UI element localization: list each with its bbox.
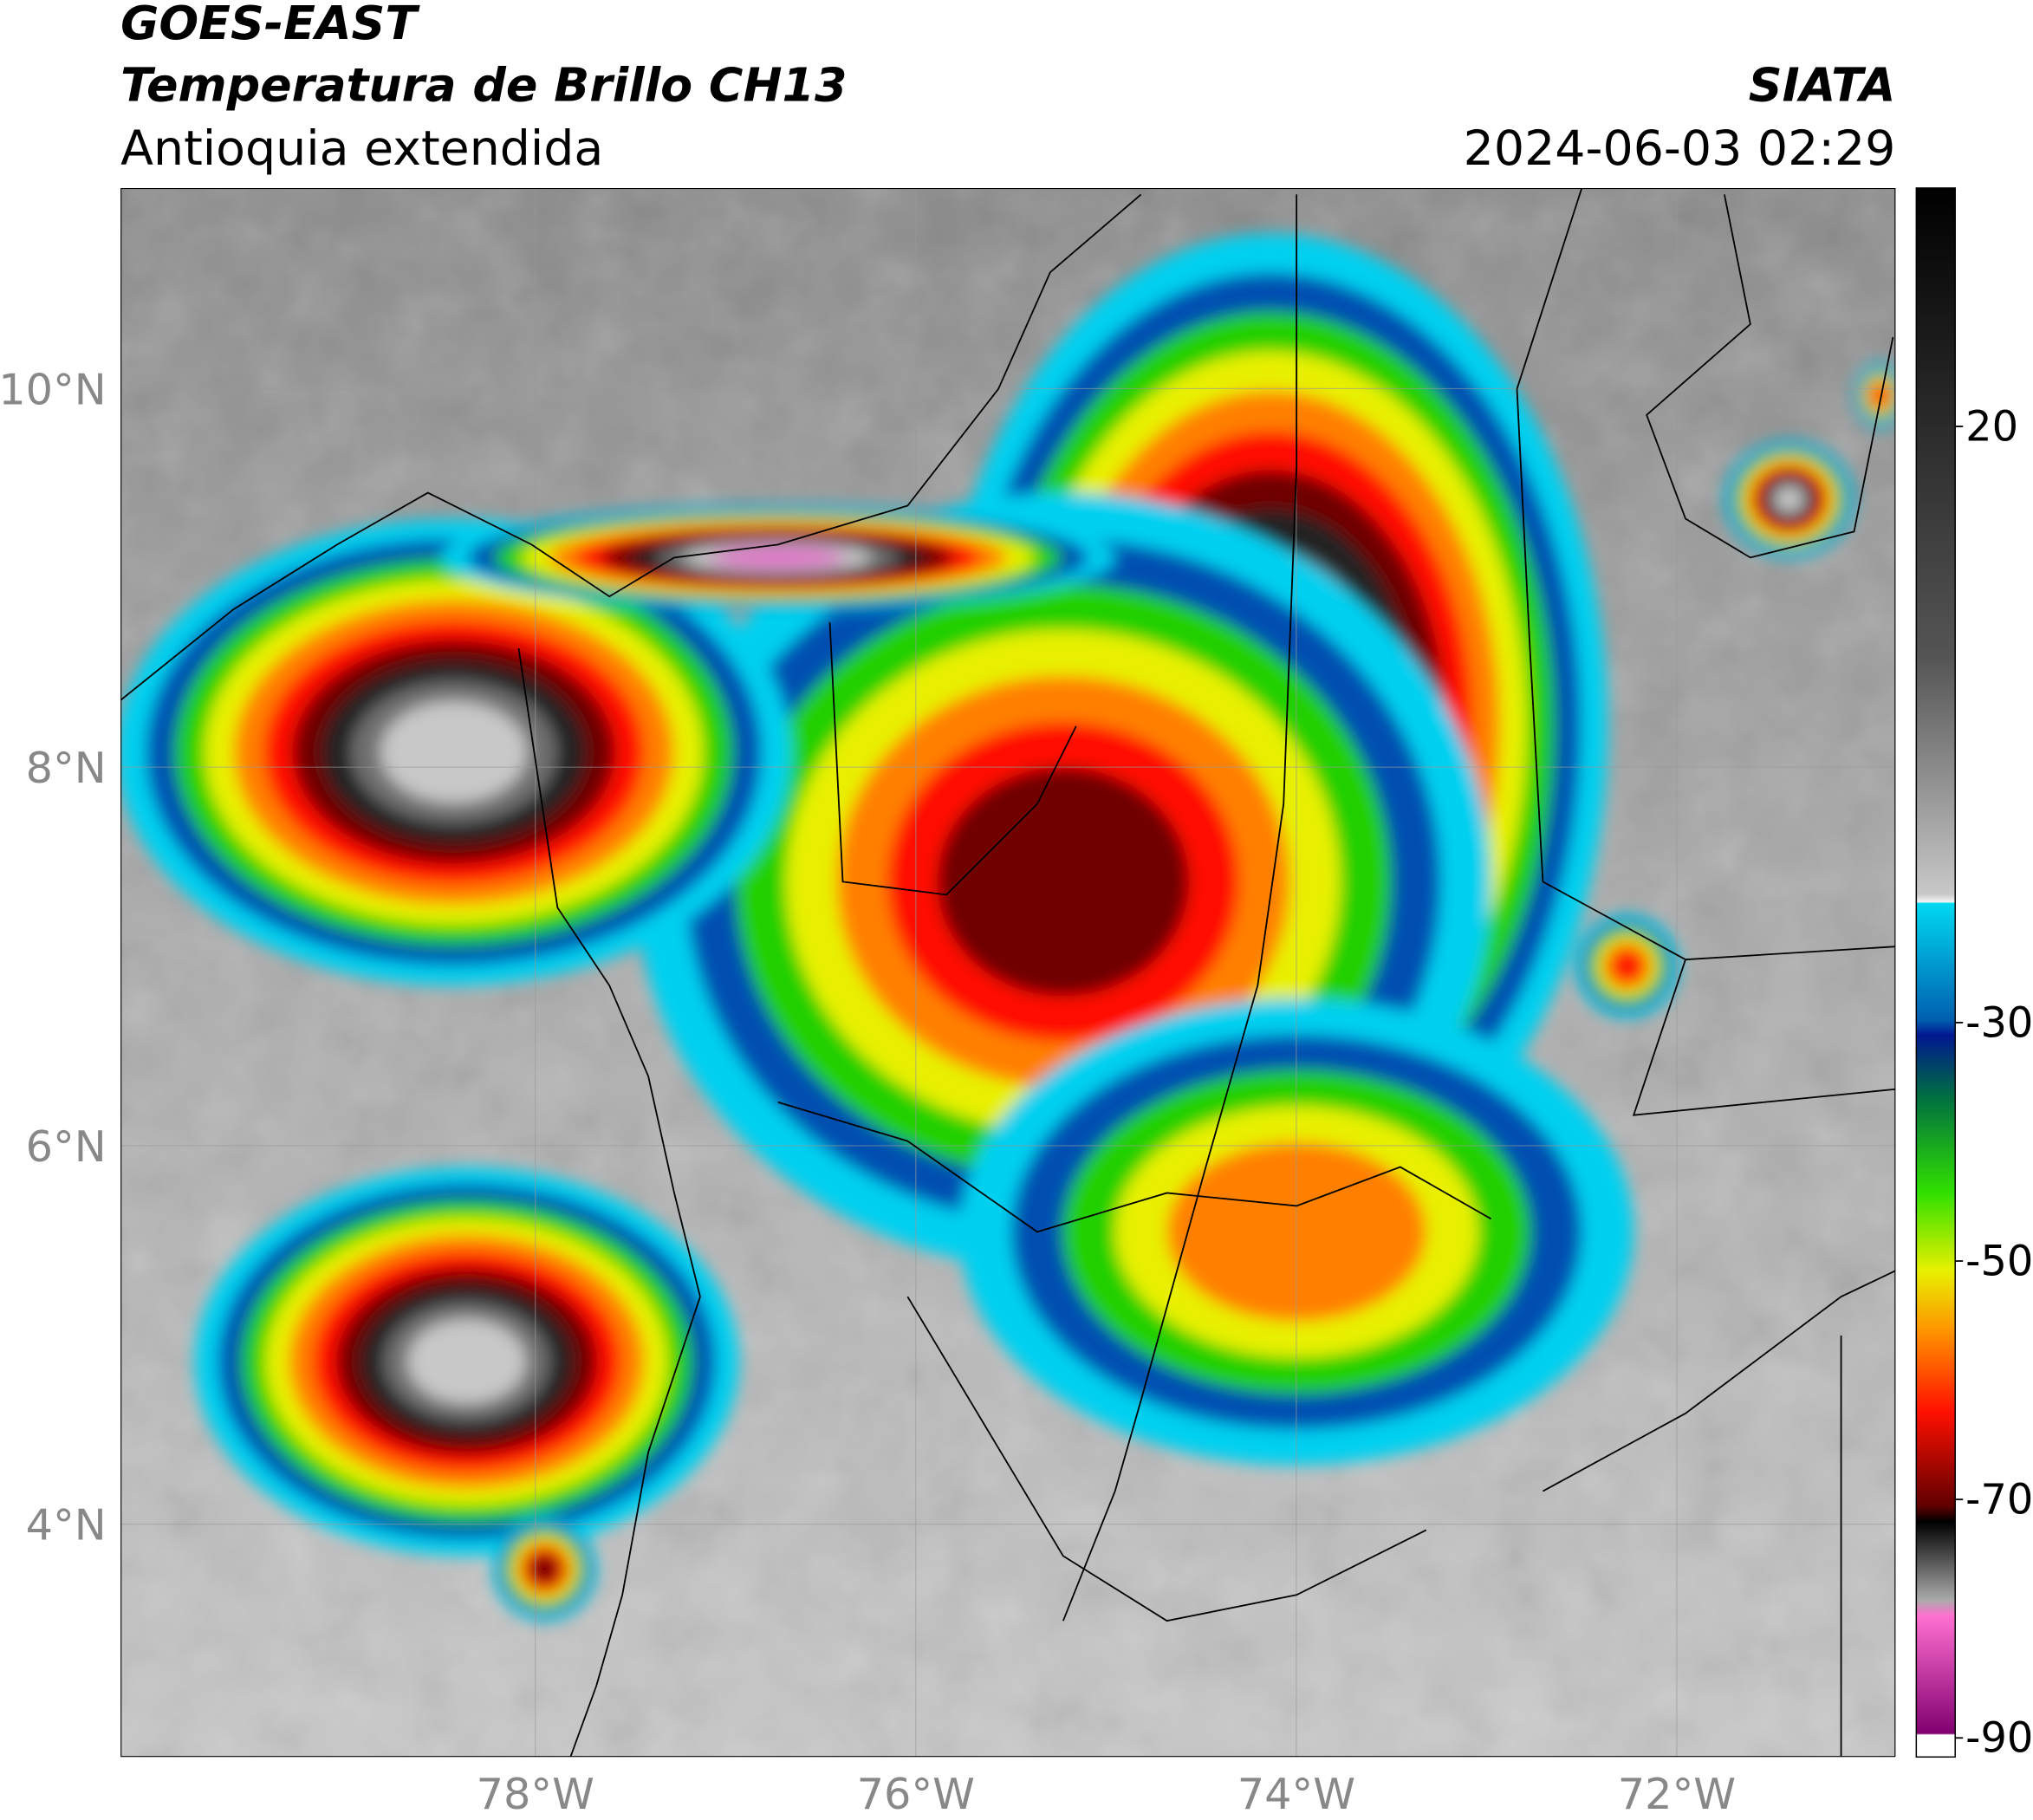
map: [120, 187, 1896, 1758]
cloud-level: [937, 767, 1190, 997]
agency: SIATA: [1749, 58, 1896, 113]
x-tick-label: 78°W: [477, 1769, 594, 1819]
cloud-level: [710, 547, 846, 569]
x-tick-label: 74°W: [1237, 1769, 1355, 1819]
x-tick-label: 72°W: [1618, 1769, 1736, 1819]
colorbar-tick-label: -90: [1965, 1715, 2033, 1763]
y-tick-label: 6°N: [26, 1121, 107, 1172]
colorbar-tick-label: -30: [1965, 999, 2033, 1047]
title: Temperatura de Brillo CH13: [120, 58, 847, 113]
colorbar-tick-label: -70: [1965, 1477, 2033, 1524]
y-tick-label: 10°N: [0, 364, 107, 414]
region: Antioquia extendida: [120, 121, 603, 177]
cloud-level: [407, 1319, 526, 1404]
y-tick-label: 4°N: [26, 1500, 107, 1550]
axes: 78°W 76°W 74°W 72°W 10°N 8°N 6°N 4°N: [0, 364, 1736, 1819]
colorbar-tick-label: -50: [1965, 1238, 2033, 1285]
cloud-level: [1775, 486, 1803, 512]
source: GOES-EAST: [120, 0, 420, 50]
colorbar: [1915, 187, 1956, 1758]
grid: [120, 187, 1896, 1758]
cloud-level: [529, 1553, 561, 1584]
colorbar-ticks: 20 -30 -50 -70 -90: [1955, 404, 2033, 1763]
x-tick-label: 76°W: [857, 1769, 975, 1819]
colorbar-tick-label: 20: [1965, 404, 2018, 452]
datetime: 2024-06-03 02:29: [1464, 121, 1896, 177]
y-tick-label: 8°N: [26, 743, 107, 793]
cloud-level: [1609, 948, 1645, 984]
storms: [120, 233, 1896, 1622]
borders: [120, 187, 1896, 1758]
cloud-level: [1871, 384, 1889, 406]
cloud-level: [380, 701, 528, 803]
